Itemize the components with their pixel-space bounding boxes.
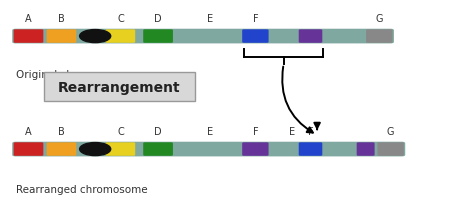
FancyBboxPatch shape	[242, 143, 269, 156]
Text: A: A	[25, 14, 32, 24]
Text: F: F	[253, 14, 258, 24]
FancyBboxPatch shape	[106, 30, 135, 44]
Text: D: D	[155, 14, 162, 24]
Text: E: E	[207, 127, 213, 136]
Text: D: D	[155, 127, 162, 136]
FancyBboxPatch shape	[14, 143, 43, 156]
Text: Original chromosome: Original chromosome	[16, 69, 128, 79]
FancyBboxPatch shape	[44, 72, 195, 102]
FancyBboxPatch shape	[143, 143, 173, 156]
FancyBboxPatch shape	[299, 143, 322, 156]
Text: E: E	[289, 127, 295, 136]
Circle shape	[80, 30, 111, 43]
FancyBboxPatch shape	[242, 30, 269, 44]
FancyBboxPatch shape	[12, 30, 394, 44]
FancyBboxPatch shape	[143, 30, 173, 44]
Text: A: A	[25, 127, 32, 136]
FancyBboxPatch shape	[46, 30, 76, 44]
FancyBboxPatch shape	[12, 142, 405, 157]
FancyBboxPatch shape	[106, 143, 135, 156]
FancyBboxPatch shape	[14, 30, 43, 44]
Text: G: G	[375, 14, 383, 24]
Text: B: B	[58, 14, 65, 24]
FancyBboxPatch shape	[299, 30, 322, 44]
Text: E: E	[207, 14, 213, 24]
Circle shape	[80, 143, 111, 156]
Text: C: C	[117, 14, 124, 24]
FancyBboxPatch shape	[366, 30, 392, 44]
Text: Rearranged chromosome: Rearranged chromosome	[16, 184, 147, 194]
FancyBboxPatch shape	[357, 143, 374, 156]
Text: C: C	[117, 127, 124, 136]
FancyBboxPatch shape	[377, 143, 404, 156]
Text: F: F	[308, 127, 313, 136]
FancyBboxPatch shape	[46, 143, 76, 156]
Text: B: B	[58, 127, 65, 136]
Text: F: F	[253, 127, 258, 136]
Text: G: G	[387, 127, 394, 136]
Text: Rearrangement: Rearrangement	[58, 80, 181, 94]
